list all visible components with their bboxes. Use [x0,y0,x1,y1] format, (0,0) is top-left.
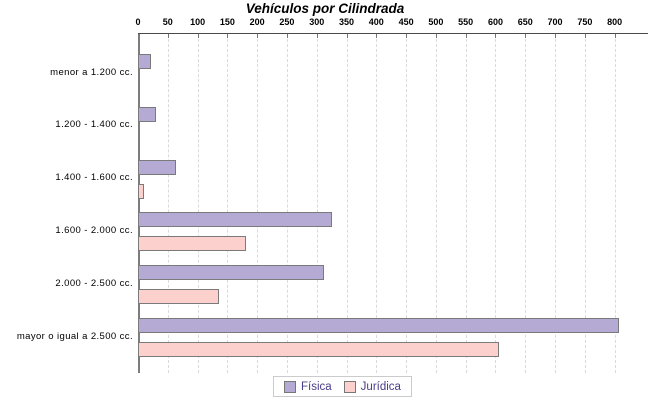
bar-juridica [138,342,500,357]
grid-line [495,34,497,373]
bar-juridica [138,236,247,252]
x-axis-tick-label: 400 [368,17,384,27]
x-axis-tick [584,34,586,38]
grid-line [406,34,408,373]
x-axis-tick [525,34,527,38]
legend-label: Física [301,380,332,393]
grid-line [227,34,229,373]
x-axis-tick-label: 350 [339,17,355,27]
category-label: 1.200 - 1.400 cc. [55,119,133,131]
x-axis-tick [495,34,497,38]
category-label: 1.400 - 1.600 cc. [55,172,133,184]
bar-fisica [138,318,619,333]
x-axis-tick [197,34,199,38]
x-axis-tick [227,34,229,38]
x-axis-tick [346,34,348,38]
x-axis-tick [406,34,408,38]
grid-line [584,34,586,373]
x-axis-tick [138,34,139,38]
x-axis-tick-label: 800 [607,17,623,27]
x-axis-tick [555,34,557,38]
grid-line [435,34,437,373]
grid-line [197,34,199,373]
x-axis-tick [257,34,259,38]
x-axis-tick [167,34,169,38]
x-axis-tick [376,34,378,38]
chart-title: Vehículos por Cilindrada [245,1,405,16]
grid-line [465,34,467,373]
x-axis-tick-label: 750 [577,17,593,27]
grid-line [316,34,318,373]
x-axis-tick-label: 150 [219,17,235,27]
x-axis-tick-label: 0 [135,17,141,27]
x-axis-tick-label: 600 [487,17,503,27]
x-axis-tick-label: 250 [279,17,295,27]
x-axis-tick [435,34,437,38]
bar-fisica [138,159,177,175]
bar-juridica [138,289,220,305]
category-labels: menor a 1.200 cc. 1.200 - 1.400 cc. 1.400 … [0,0,133,400]
x-axis-tick [286,34,288,38]
grid-line [614,34,616,373]
grid-line [555,34,557,373]
x-axis-tick-label: 650 [517,17,533,27]
x-axis-tick-label: 100 [190,17,206,27]
category-label: menor a 1.200 cc. [50,66,133,78]
legend: Física Jurídica [273,376,412,397]
grid-line [525,34,527,373]
grid-line [257,34,259,373]
x-axis-tick-label: 550 [458,17,474,27]
x-axis-tick-label: 500 [428,17,444,27]
category-label: mayor o igual a 2.500 cc. [16,330,133,342]
y-axis-line [138,34,140,373]
bar-fisica [138,54,152,69]
bar-fisica [138,212,332,228]
x-axis-tick-label: 300 [309,17,325,27]
x-axis-tick-labels: 0 50 100 150 200 250 300 350 400 450 500 550 600 650 7… [135,17,650,29]
legend-item: Física [284,380,332,393]
legend-item: Jurídica [343,380,401,393]
grid-line [286,34,288,373]
legend-swatch [343,380,356,393]
category-label: 1.600 - 2.000 cc. [55,224,133,236]
x-axis-tick-label: 450 [398,17,414,27]
x-axis-tick-label: 200 [249,17,265,27]
bar-fisica [138,265,325,281]
legend-label: Jurídica [360,380,401,393]
grid-line [376,34,378,373]
x-axis-tick [316,34,318,38]
x-axis-tick-label: 700 [547,17,563,27]
category-label: 2.000 - 2.500 cc. [55,277,133,289]
bar-fisica [138,106,156,122]
x-axis-tick [614,34,616,38]
x-axis-tick [465,34,467,38]
x-axis-tick-label: 50 [162,17,173,27]
plot-area [138,33,648,373]
bar-juridica [138,183,144,199]
legend-swatch [284,380,296,393]
grid-line [346,34,348,373]
grid-line [167,34,169,373]
